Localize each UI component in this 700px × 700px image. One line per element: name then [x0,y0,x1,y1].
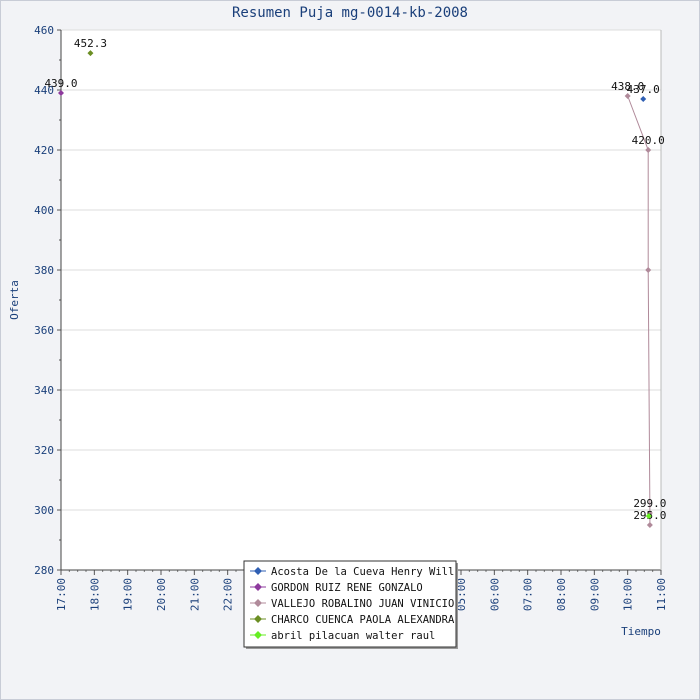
y-tick-label: 360 [34,324,54,337]
data-label: 438.0 [611,80,644,93]
x-tick-label: 19:00 [122,578,135,611]
series-4 [645,513,652,519]
data-point [645,267,652,273]
x-tick-label: 10:00 [622,578,635,611]
data-point [645,147,652,153]
legend-marker [254,631,262,639]
legend-marker [254,615,262,623]
data-label: 452.3 [74,37,107,50]
legend-item: GORDON RUIZ RENE GONZALO [250,582,423,594]
x-tick-label: 21:00 [188,578,201,611]
y-tick-label: 380 [34,264,54,277]
data-label: 299.0 [633,497,666,510]
x-tick-label: 07:00 [522,578,535,611]
y-tick-label: 440 [34,84,54,97]
legend-label: abril pilacuan walter raul [271,630,435,642]
legend: Acosta De la Cueva Henry Will GORDON RUIZ… [243,560,458,649]
y-tick-label: 420 [34,144,54,157]
x-tick-label: 08:00 [555,578,568,611]
x-tick-label: 20:00 [155,578,168,611]
x-tick-label: 05:00 [455,578,468,611]
x-tick-label: 11:00 [655,578,668,611]
series-3: 452.3 [74,37,107,57]
legend-item: CHARCO CUENCA PAOLA ALEXANDRA [250,614,455,626]
y-tick-label: 300 [34,504,54,517]
data-label: 439.0 [44,77,77,90]
chart-title: Resumen Puja mg-0014-kb-2008 [232,5,468,21]
data-point [640,96,647,102]
series-0: 437.0 [627,83,660,102]
data-label: 420.0 [632,134,665,147]
y-tick-label: 460 [34,24,54,37]
data-point [645,513,652,519]
y-tick-label: 400 [34,204,54,217]
legend-marker [254,583,262,591]
legend-label: Acosta De la Cueva Henry Will [271,566,454,578]
data-point [87,50,94,57]
legend-item: VALLEJO ROBALINO JUAN VINICIO [250,598,454,610]
data-point [58,90,64,96]
data-label: 437.0 [627,83,660,96]
legend-label: GORDON RUIZ RENE GONZALO [271,582,423,594]
y-axis-label: Oferta [8,280,21,320]
data-point [646,522,653,528]
legend-item: Acosta De la Cueva Henry Will [250,566,454,578]
y-tick-label: 280 [34,564,54,577]
legend-marker [254,599,262,607]
y-tick-label: 340 [34,384,54,397]
legend-item: abril pilacuan walter raul [250,630,435,642]
x-tick-label: 22:00 [222,578,235,611]
data-point [624,93,631,99]
legend-box [243,560,457,648]
x-tick-label: 17:00 [55,578,68,611]
legend-label: CHARCO CUENCA PAOLA ALEXANDRA [271,614,455,626]
legend-marker [254,567,262,575]
x-tick-label: 06:00 [488,578,501,611]
y-tick-label: 320 [34,444,54,457]
series-1: 439.0 [44,77,78,96]
x-tick-label: 09:00 [588,578,601,611]
x-tick-label: 18:00 [88,578,101,611]
x-axis-label: Tiempo [621,625,661,638]
plot-area [61,30,661,570]
legend-label: VALLEJO ROBALINO JUAN VINICIO [271,598,454,610]
